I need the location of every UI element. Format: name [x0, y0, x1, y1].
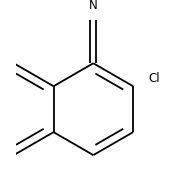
Text: Cl: Cl [149, 72, 160, 85]
Text: N: N [89, 0, 98, 12]
